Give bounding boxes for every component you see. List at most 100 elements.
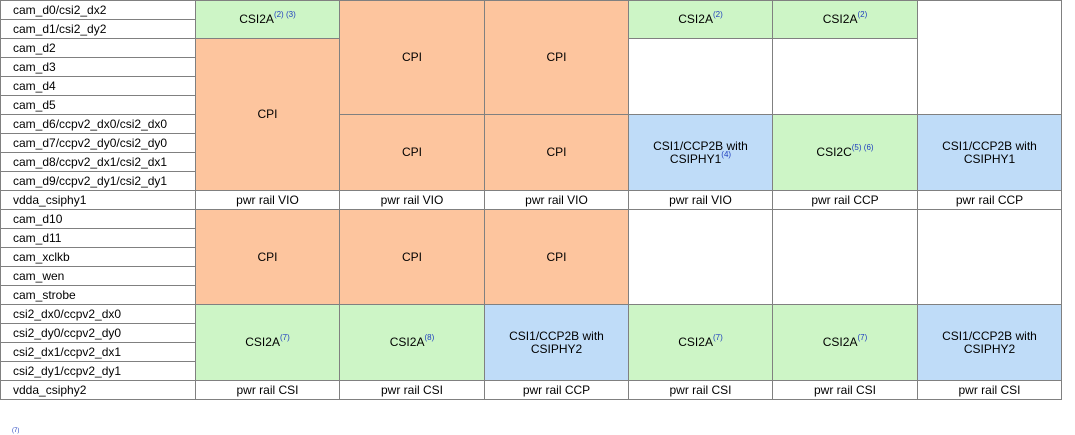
empty-cell bbox=[917, 0, 1062, 115]
mode-cell-csi1-ccp2b: CSI1/CCP2B with CSIPHY2 bbox=[484, 304, 629, 381]
camera-pin-mux-table: cam_d0/csi2_dx2 CSI2A(2) (3) CPI CPI CSI… bbox=[0, 0, 1062, 400]
empty-cell bbox=[772, 209, 918, 305]
table-row: csi2_dy1/ccpv2_dy1 bbox=[0, 361, 1062, 381]
note-ref[interactable]: (2) bbox=[712, 10, 723, 19]
mode-label: CPI bbox=[546, 50, 567, 64]
power-rail-cell: pwr rail CSI bbox=[195, 380, 340, 400]
mode-cell-cpi: CPI bbox=[339, 209, 485, 305]
note-ref[interactable]: (2) (3) bbox=[273, 10, 296, 19]
mode-cell-csi2a: CSI2A(7) bbox=[772, 304, 918, 381]
empty-cell bbox=[772, 38, 918, 115]
mode-cell-csi2a: CSI2A(2) bbox=[628, 0, 773, 39]
mode-label-phy: CSIPHY1 bbox=[963, 151, 1016, 166]
power-rail-cell: pwr rail VIO bbox=[484, 190, 629, 210]
signal-name: cam_d11 bbox=[0, 228, 196, 248]
mode-label: CPI bbox=[546, 249, 567, 264]
signal-name: cam_d5 bbox=[0, 95, 196, 115]
mode-cell-csi1-ccp2b: CSI1/CCP2B with CSIPHY2 bbox=[917, 304, 1062, 381]
signal-name: vdda_csiphy2 bbox=[0, 380, 196, 400]
mode-cell-csi2a: CSI2A(7) bbox=[628, 304, 773, 381]
mode-label: CSI2A bbox=[239, 12, 274, 26]
table-row: cam_d6/ccpv2_dx0/csi2_dx0 CPI CPI CSI1/C… bbox=[0, 114, 1062, 191]
note-ref[interactable]: (7) bbox=[712, 333, 723, 342]
mode-label: CSI2A bbox=[822, 12, 858, 26]
table-row: cam_strobe bbox=[0, 285, 1062, 305]
power-rail-cell: pwr rail CCP bbox=[917, 190, 1062, 210]
power-rail-cell: pwr rail VIO bbox=[339, 190, 485, 210]
signal-name: cam_d0/csi2_dx2 bbox=[0, 0, 196, 20]
mode-cell-cpi: CPI bbox=[339, 114, 485, 191]
table-row: cam_d4 bbox=[0, 76, 1062, 96]
mode-cell-csi2c: CSI2C(5) (6) bbox=[772, 114, 918, 191]
signal-name: csi2_dy1/ccpv2_dy1 bbox=[0, 361, 196, 381]
mode-label: CPI bbox=[257, 107, 278, 121]
mode-label: CSI1/CCP2B with bbox=[942, 328, 1037, 343]
mode-label: CSI2A bbox=[389, 335, 425, 349]
mode-label-phy: CSIPHY2 bbox=[530, 341, 583, 356]
mode-label: CPI bbox=[401, 145, 422, 159]
table-row: cam_d5 bbox=[0, 95, 1062, 115]
mode-label: CPI bbox=[401, 50, 422, 64]
signal-name: cam_d10 bbox=[0, 209, 196, 229]
mode-label: CPI bbox=[401, 249, 422, 264]
mode-label: CSI2A bbox=[822, 335, 858, 349]
table-row: cam_d2 CPI bbox=[0, 38, 1062, 191]
signal-name: cam_d8/ccpv2_dx1/csi2_dx1 bbox=[0, 152, 196, 172]
power-rail-cell: pwr rail CSI bbox=[628, 380, 773, 400]
signal-name: csi2_dx0/ccpv2_dx0 bbox=[0, 304, 196, 324]
signal-name: cam_d4 bbox=[0, 76, 196, 96]
mode-cell-cpi: CPI bbox=[195, 38, 340, 191]
mode-label-phy: CSIPHY2 bbox=[963, 341, 1016, 356]
power-rail-cell: pwr rail CCP bbox=[772, 190, 918, 210]
signal-name: cam_xclkb bbox=[0, 247, 196, 267]
mode-cell-cpi: CPI bbox=[195, 209, 340, 305]
mode-cell-csi2a: CSI2A(8) bbox=[339, 304, 485, 381]
power-rail-cell: pwr rail CCP bbox=[484, 380, 629, 400]
note-ref[interactable]: (4) bbox=[721, 149, 732, 159]
table-row: cam_wen bbox=[0, 266, 1062, 286]
mode-cell-csi2a: CSI2A(2) bbox=[772, 0, 918, 39]
mode-cell-csi1-ccp2b: CSI1/CCP2B with CSIPHY1 bbox=[917, 114, 1062, 191]
table-row: cam_d10 CPI CPI CPI bbox=[0, 209, 1062, 305]
note-ref[interactable]: (7) bbox=[857, 333, 868, 342]
signal-name: cam_d7/ccpv2_dy0/csi2_dy0 bbox=[0, 133, 196, 153]
table-row: cam_d9/ccpv2_dy1/csi2_dy1 bbox=[0, 171, 1062, 191]
mode-label: CPI bbox=[257, 249, 278, 264]
signal-name: cam_d1/csi2_dy2 bbox=[0, 19, 196, 39]
table-row-power: vdda_csiphy1 pwr rail VIO pwr rail VIO p… bbox=[0, 190, 1062, 210]
empty-cell bbox=[917, 209, 1062, 305]
signal-name: cam_d2 bbox=[0, 38, 196, 58]
signal-name: csi2_dx1/ccpv2_dx1 bbox=[0, 342, 196, 362]
power-rail-cell: pwr rail CSI bbox=[772, 380, 918, 400]
table-row: csi2_dy0/ccpv2_dy0 bbox=[0, 323, 1062, 343]
mode-label-phy: CSIPHY1 bbox=[669, 151, 722, 166]
empty-cell bbox=[628, 38, 773, 115]
table-row-power: vdda_csiphy2 pwr rail CSI pwr rail CSI p… bbox=[0, 380, 1062, 400]
mode-label: CSI2A bbox=[678, 335, 713, 349]
table-row: cam_d7/ccpv2_dy0/csi2_dy0 bbox=[0, 133, 1062, 153]
mode-label: CSI2A bbox=[678, 12, 713, 26]
table-row: csi2_dx0/ccpv2_dx0 CSI2A(7) CSI2A(8) CSI… bbox=[0, 304, 1062, 381]
signal-name: cam_d3 bbox=[0, 57, 196, 77]
note-ref[interactable]: (7) bbox=[279, 333, 290, 342]
signal-name: csi2_dy0/ccpv2_dy0 bbox=[0, 323, 196, 343]
signal-name: cam_wen bbox=[0, 266, 196, 286]
mode-cell-cpi: CPI bbox=[484, 209, 629, 305]
note-ref[interactable]: (2) bbox=[857, 10, 868, 19]
mode-cell-cpi: CPI bbox=[484, 114, 629, 191]
mode-label: CSI2C bbox=[816, 145, 852, 159]
mode-cell-cpi: CPI bbox=[339, 0, 485, 115]
mode-label: CSI1/CCP2B with bbox=[653, 138, 748, 153]
mode-label: CSI1/CCP2B with bbox=[942, 138, 1037, 153]
signal-name: cam_strobe bbox=[0, 285, 196, 305]
power-rail-cell: pwr rail VIO bbox=[628, 190, 773, 210]
table-row: cam_d0/csi2_dx2 CSI2A(2) (3) CPI CPI CSI… bbox=[0, 0, 1062, 115]
mode-cell-csi1-ccp2b: CSI1/CCP2B with CSIPHY1(4) bbox=[628, 114, 773, 191]
note-ref[interactable]: (5) (6) bbox=[851, 143, 874, 152]
power-rail-cell: pwr rail CSI bbox=[339, 380, 485, 400]
note-ref[interactable]: (8) bbox=[424, 333, 435, 342]
mode-cell-csi2a: CSI2A(7) bbox=[195, 304, 340, 381]
power-rail-cell: pwr rail VIO bbox=[195, 190, 340, 210]
mode-cell-csi2a: CSI2A(2) (3) bbox=[195, 0, 340, 39]
empty-cell bbox=[628, 209, 773, 305]
